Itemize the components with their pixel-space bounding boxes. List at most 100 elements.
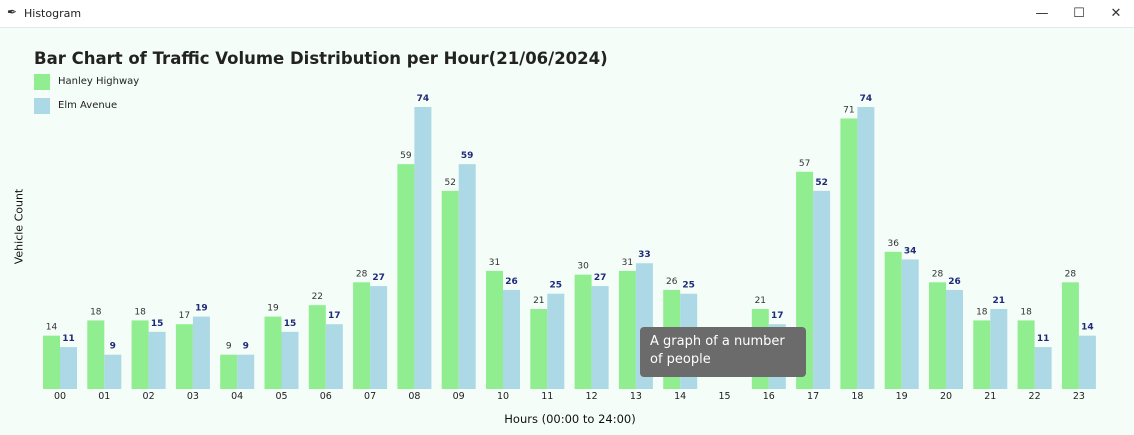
legend-label-elm-avenue: Elm Avenue — [58, 100, 118, 111]
bar-elm-avenue-00 — [60, 347, 77, 389]
close-button[interactable]: ✕ — [1110, 6, 1122, 21]
bar-elm-avenue-01 — [104, 354, 122, 389]
data-label-hanley-highway-18: 71 — [843, 105, 854, 115]
data-label-hanley-highway-23: 28 — [1065, 269, 1077, 279]
bar-hanley-highway-00 — [43, 335, 60, 389]
legend-swatch-hanley-highway — [34, 74, 50, 90]
bar-hanley-highway-20 — [929, 282, 946, 389]
data-label-elm-avenue-18: 74 — [860, 94, 873, 104]
data-label-hanley-highway-03: 17 — [179, 311, 190, 321]
bar-elm-avenue-18 — [857, 107, 875, 389]
bar-elm-avenue-04 — [237, 354, 255, 389]
chart-title: Bar Chart of Traffic Volume Distribution… — [34, 49, 608, 68]
bar-hanley-highway-04 — [220, 354, 238, 389]
bar-hanley-highway-06 — [308, 305, 326, 389]
data-label-elm-avenue-11: 25 — [550, 281, 563, 291]
data-label-elm-avenue-23: 14 — [1081, 323, 1094, 333]
x-tick-label-10: 10 — [497, 391, 509, 402]
x-tick-label-15: 15 — [718, 391, 730, 402]
tooltip: A graph of a number of people — [640, 327, 806, 377]
data-label-hanley-highway-12: 30 — [577, 262, 589, 272]
x-tick-label-05: 05 — [275, 391, 287, 402]
x-axis-label: Hours (00:00 to 24:00) — [504, 412, 636, 426]
x-tick-label-21: 21 — [984, 391, 996, 402]
title-bar: ✒ Histogram — ☐ ✕ — [0, 0, 1134, 28]
bar-elm-avenue-21 — [990, 308, 1008, 389]
data-label-hanley-highway-21: 18 — [976, 307, 988, 317]
data-label-elm-avenue-20: 26 — [948, 277, 961, 287]
bar-hanley-highway-10 — [486, 270, 503, 389]
bar-elm-avenue-07 — [370, 286, 388, 389]
bar-hanley-highway-08 — [397, 164, 415, 389]
x-tick-label-20: 20 — [940, 391, 952, 402]
data-label-elm-avenue-05: 15 — [284, 319, 297, 329]
bar-elm-avenue-20 — [946, 289, 963, 389]
bar-elm-avenue-08 — [414, 107, 432, 389]
legend-swatch-elm-avenue — [34, 98, 50, 114]
x-tick-label-18: 18 — [851, 391, 863, 402]
bar-elm-avenue-19 — [901, 259, 919, 389]
data-label-hanley-highway-10: 31 — [489, 258, 500, 268]
x-tick-label-14: 14 — [674, 391, 686, 402]
data-label-elm-avenue-03: 19 — [195, 304, 208, 314]
data-label-hanley-highway-01: 18 — [90, 307, 102, 317]
data-label-elm-avenue-13: 33 — [638, 250, 651, 260]
x-tick-label-13: 13 — [630, 391, 642, 402]
data-label-hanley-highway-13: 31 — [622, 258, 633, 268]
data-label-elm-avenue-04: 9 — [243, 342, 249, 352]
data-label-hanley-highway-22: 18 — [1020, 307, 1032, 317]
x-tick-label-09: 09 — [453, 391, 465, 402]
data-label-hanley-highway-20: 28 — [932, 269, 944, 279]
x-tick-label-16: 16 — [763, 391, 775, 402]
bar-elm-avenue-17 — [813, 190, 831, 389]
x-tick-label-06: 06 — [320, 391, 332, 402]
x-tick-label-08: 08 — [408, 391, 420, 402]
data-label-elm-avenue-01: 9 — [110, 342, 116, 352]
data-label-elm-avenue-08: 74 — [417, 94, 430, 104]
bar-hanley-highway-19 — [884, 251, 902, 389]
feather-icon: ✒ — [7, 5, 18, 19]
bar-hanley-highway-02 — [131, 320, 149, 389]
x-tick-label-02: 02 — [143, 391, 155, 402]
data-label-elm-avenue-10: 26 — [505, 277, 518, 287]
data-label-elm-avenue-17: 52 — [815, 178, 828, 188]
bar-hanley-highway-07 — [353, 282, 371, 389]
data-label-hanley-highway-17: 57 — [799, 159, 810, 169]
bar-hanley-highway-23 — [1061, 282, 1079, 389]
bar-hanley-highway-12 — [574, 274, 592, 389]
x-tick-label-04: 04 — [231, 391, 243, 402]
bar-elm-avenue-23 — [1078, 335, 1096, 389]
data-label-hanley-highway-14: 26 — [666, 277, 678, 287]
data-label-elm-avenue-16: 17 — [771, 311, 784, 321]
bar-elm-avenue-10 — [503, 289, 520, 389]
data-label-hanley-highway-04: 9 — [226, 342, 232, 352]
data-label-elm-avenue-07: 27 — [372, 273, 385, 283]
minimize-button[interactable]: — — [1035, 6, 1049, 21]
data-label-hanley-highway-19: 36 — [887, 239, 899, 249]
bar-hanley-highway-22 — [1017, 320, 1035, 389]
bar-elm-avenue-11 — [547, 293, 565, 389]
data-label-elm-avenue-00: 11 — [62, 334, 75, 344]
data-label-elm-avenue-19: 34 — [904, 246, 917, 256]
data-label-elm-avenue-22: 11 — [1037, 334, 1050, 344]
data-label-hanley-highway-02: 18 — [134, 307, 146, 317]
bar-elm-avenue-12 — [591, 286, 609, 389]
maximize-button[interactable]: ☐ — [1073, 6, 1085, 21]
x-tick-label-12: 12 — [586, 391, 598, 402]
data-label-hanley-highway-00: 14 — [46, 323, 58, 333]
bar-elm-avenue-22 — [1034, 347, 1052, 389]
data-label-hanley-highway-16: 21 — [755, 296, 766, 306]
data-label-hanley-highway-07: 28 — [356, 269, 368, 279]
data-label-hanley-highway-11: 21 — [533, 296, 544, 306]
x-tick-label-19: 19 — [896, 391, 908, 402]
data-label-hanley-highway-09: 52 — [444, 178, 455, 188]
bar-hanley-highway-13 — [618, 270, 636, 389]
data-label-elm-avenue-06: 17 — [328, 311, 341, 321]
x-tick-label-17: 17 — [807, 391, 819, 402]
bar-elm-avenue-05 — [281, 331, 299, 389]
x-tick-label-22: 22 — [1029, 391, 1041, 402]
x-tick-label-11: 11 — [541, 391, 553, 402]
bar-elm-avenue-02 — [148, 331, 166, 389]
x-tick-label-00: 00 — [54, 391, 66, 402]
